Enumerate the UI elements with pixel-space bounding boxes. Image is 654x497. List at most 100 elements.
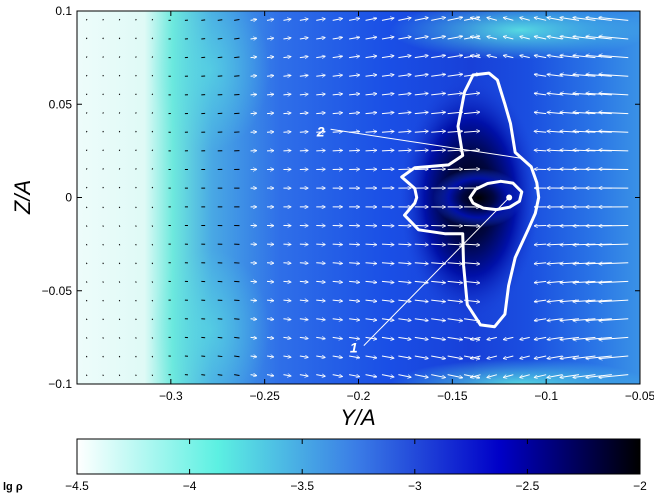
velocity-arrow xyxy=(135,37,137,40)
velocity-arrow xyxy=(398,56,411,58)
velocity-arrow xyxy=(381,355,394,358)
velocity-arrow xyxy=(151,337,154,339)
velocity-arrow xyxy=(349,263,359,264)
velocity-arrow xyxy=(234,56,240,59)
velocity-arrow xyxy=(349,281,359,282)
velocity-arrow xyxy=(316,356,325,357)
velocity-arrow xyxy=(102,299,104,302)
velocity-arrow xyxy=(250,57,257,58)
velocity-arrow xyxy=(573,300,596,302)
velocity-arrow xyxy=(573,93,596,95)
velocity-arrow xyxy=(85,18,88,21)
velocity-arrow xyxy=(151,149,154,152)
velocity-arrow xyxy=(332,56,343,57)
velocity-arrow xyxy=(365,150,377,151)
velocity-arrow xyxy=(283,375,291,376)
velocity-arrow xyxy=(316,375,325,377)
velocity-arrow xyxy=(135,355,137,358)
velocity-arrow xyxy=(85,337,88,339)
velocity-arrow xyxy=(534,374,547,378)
velocity-arrow xyxy=(447,150,463,151)
velocity-arrow xyxy=(464,131,480,132)
velocity-arrow xyxy=(381,263,394,264)
velocity-arrow xyxy=(470,355,481,359)
velocity-arrow xyxy=(332,337,343,338)
colorbar-tick-label: −4.5 xyxy=(65,479,89,493)
velocity-arrow xyxy=(135,206,137,209)
velocity-arrow xyxy=(234,355,240,358)
velocity-arrow xyxy=(349,18,359,20)
velocity-arrow xyxy=(599,300,629,302)
velocity-arrow xyxy=(573,263,596,264)
velocity-arrow xyxy=(414,319,428,321)
velocity-arrow xyxy=(431,374,445,378)
velocity-arrow xyxy=(316,281,325,282)
velocity-arrow xyxy=(102,18,104,21)
velocity-arrow xyxy=(135,262,137,265)
velocity-arrow xyxy=(599,17,629,21)
velocity-arrow xyxy=(118,355,121,358)
velocity-arrow xyxy=(118,318,121,321)
velocity-arrow xyxy=(414,355,428,358)
velocity-arrow xyxy=(151,225,154,227)
x-tick-label: −0.3 xyxy=(159,389,183,403)
velocity-vector-field xyxy=(85,17,629,378)
velocity-arrow xyxy=(217,355,223,358)
velocity-arrow xyxy=(398,319,411,321)
velocity-arrow xyxy=(151,206,154,209)
velocity-arrow xyxy=(365,300,377,301)
velocity-arrow xyxy=(431,244,445,245)
velocity-arrow xyxy=(470,55,481,57)
velocity-arrow xyxy=(349,375,359,377)
velocity-arrow xyxy=(299,356,308,357)
velocity-arrow xyxy=(573,355,596,359)
velocity-arrow xyxy=(135,74,137,77)
velocity-arrow xyxy=(398,75,411,77)
velocity-arrow xyxy=(151,186,154,189)
velocity-arrow xyxy=(487,374,498,378)
velocity-arrow xyxy=(135,225,137,227)
y-tick-label: 0 xyxy=(65,191,72,205)
velocity-arrow xyxy=(464,93,480,95)
velocity-arrow xyxy=(534,112,547,113)
velocity-arrow xyxy=(85,355,88,358)
y-tick-label: −0.1 xyxy=(48,377,72,391)
velocity-arrow xyxy=(283,300,291,301)
velocity-arrow xyxy=(381,131,394,132)
velocity-arrow xyxy=(447,36,463,40)
velocity-arrow xyxy=(365,281,377,282)
velocity-arrow xyxy=(398,18,411,21)
velocity-arrow xyxy=(151,93,154,96)
velocity-arrow xyxy=(431,263,445,264)
velocity-arrow xyxy=(135,112,137,114)
velocity-arrow xyxy=(447,74,463,77)
velocity-arrow xyxy=(118,18,121,21)
velocity-arrow xyxy=(332,319,343,320)
velocity-arrow xyxy=(503,17,514,21)
velocity-arrow xyxy=(534,319,547,321)
velocity-arrow xyxy=(85,112,88,114)
contour-leader-line xyxy=(363,197,510,346)
velocity-arrow xyxy=(250,300,257,301)
velocity-arrow xyxy=(349,319,359,320)
velocity-arrow xyxy=(381,319,394,321)
velocity-arrow xyxy=(85,186,88,189)
velocity-arrow xyxy=(464,112,480,114)
velocity-arrow xyxy=(573,74,596,77)
velocity-arrow xyxy=(534,263,547,264)
velocity-arrow xyxy=(250,375,257,376)
velocity-arrow xyxy=(573,131,596,132)
velocity-arrow xyxy=(283,57,291,58)
velocity-arrow xyxy=(534,281,547,282)
velocity-arrow xyxy=(431,281,445,282)
velocity-arrow xyxy=(431,36,445,40)
velocity-arrow xyxy=(470,36,481,40)
velocity-arrow xyxy=(316,56,325,57)
velocity-arrow xyxy=(573,55,596,59)
velocity-arrow xyxy=(118,93,121,96)
velocity-arrow xyxy=(151,18,154,21)
contour-label: 2 xyxy=(316,123,325,139)
velocity-arrow xyxy=(102,37,104,40)
velocity-arrow xyxy=(431,55,445,59)
velocity-arrow xyxy=(599,36,629,40)
